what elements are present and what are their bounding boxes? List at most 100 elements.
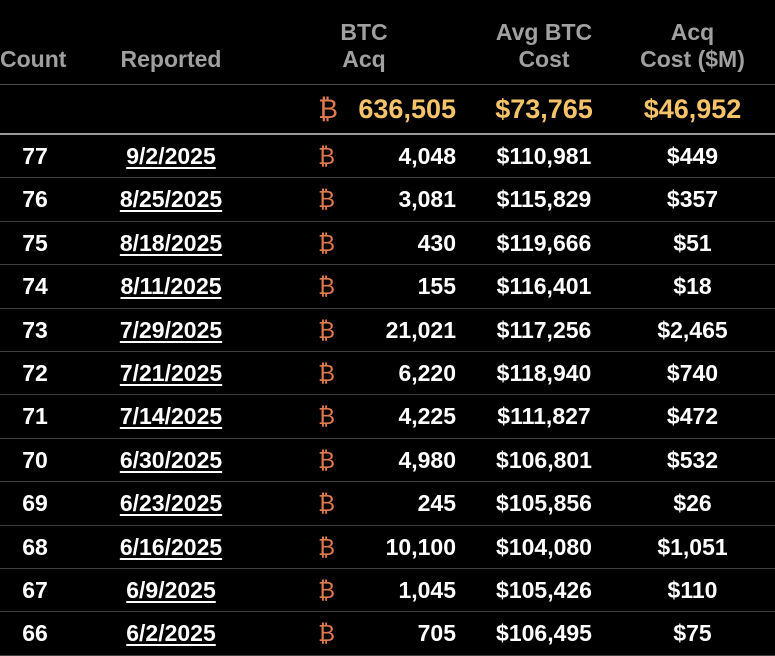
- bitcoin-icon: ₿: [318, 359, 336, 386]
- bitcoin-icon: ₿: [318, 620, 336, 647]
- reported-date-link[interactable]: 6/16/2025: [119, 533, 223, 560]
- bitcoin-icon: ₿: [318, 229, 336, 256]
- header-reported[interactable]: Reported: [120, 46, 222, 72]
- row-avg-cost: $116,401: [496, 273, 592, 300]
- row-btc-acq: 3,081: [398, 186, 456, 213]
- reported-date-link[interactable]: 6/23/2025: [119, 490, 223, 517]
- row-avg-cost: $106,495: [496, 620, 592, 647]
- row-btc-acq: 10,100: [385, 533, 456, 560]
- header-count[interactable]: Count: [0, 46, 67, 72]
- row-acq-cost: $18: [673, 273, 712, 300]
- header-avg-cost[interactable]: Avg BTC Cost: [478, 19, 610, 73]
- total-acq-cost: $46,952: [643, 94, 742, 124]
- bitcoin-icon: ₿: [318, 316, 336, 343]
- row-acq-cost: $740: [666, 359, 719, 386]
- reported-date-link[interactable]: 8/11/2025: [120, 273, 222, 300]
- table-row: 70 6/30/2025 ₿ 4,980 $106,801 $532: [0, 439, 775, 483]
- header-btc-acq-line1: BTC: [340, 19, 388, 45]
- reported-date-link[interactable]: 7/29/2025: [119, 316, 223, 343]
- row-btc-acq: 4,225: [398, 403, 456, 430]
- header-acq-cost[interactable]: Acq Cost ($M): [615, 19, 770, 73]
- table-row: 67 6/9/2025 ₿ 1,045 $105,426 $110: [0, 569, 775, 613]
- total-btc-acq: 636,505: [358, 94, 456, 124]
- bitcoin-icon: ₿: [318, 446, 336, 473]
- totals-row: ₿ 636,505 $73,765 $46,952: [0, 85, 775, 135]
- total-avg-cost: $73,765: [495, 94, 593, 124]
- reported-date-link[interactable]: 6/9/2025: [126, 576, 216, 603]
- header-btc-acq[interactable]: BTC Acq: [315, 19, 413, 73]
- reported-date-link[interactable]: 7/21/2025: [119, 359, 223, 386]
- row-acq-cost: $472: [666, 403, 719, 430]
- row-acq-cost: $357: [666, 186, 719, 213]
- table-row: 68 6/16/2025 ₿ 10,100 $104,080 $1,051: [0, 526, 775, 569]
- row-acq-cost: $449: [666, 143, 719, 169]
- table-row: 71 7/14/2025 ₿ 4,225 $111,827 $472: [0, 395, 775, 439]
- row-btc-acq: 21,021: [385, 316, 456, 343]
- row-btc-acq: 6,220: [398, 359, 456, 386]
- row-count: 77: [22, 143, 48, 169]
- reported-date-link[interactable]: 7/14/2025: [119, 403, 223, 430]
- row-avg-cost: $105,856: [496, 490, 592, 517]
- row-btc-acq: 245: [417, 490, 456, 517]
- row-avg-cost: $106,801: [496, 446, 592, 473]
- header-acq-cost-line2: Cost ($M): [640, 46, 745, 72]
- row-count: 73: [22, 316, 48, 343]
- row-count: 69: [22, 490, 48, 517]
- reported-date-link[interactable]: 8/18/2025: [119, 229, 223, 256]
- row-count: 68: [22, 533, 48, 560]
- bitcoin-icon: ₿: [318, 403, 336, 430]
- bitcoin-icon: ₿: [318, 576, 336, 603]
- reported-date-link[interactable]: 8/25/2025: [119, 186, 223, 213]
- row-acq-cost: $1,051: [657, 533, 728, 560]
- table-body: 77 9/2/2025 ₿ 4,048 $110,981 $449 76 8/25/2025 ₿…: [0, 135, 775, 656]
- table-header: Count Reported BTC Acq Avg BTC Cost Acq …: [0, 0, 775, 85]
- row-btc-acq: 430: [417, 229, 456, 256]
- table-row: 69 6/23/2025 ₿ 245 $105,856 $26: [0, 482, 775, 526]
- row-count: 71: [22, 403, 48, 430]
- row-avg-cost: $111,827: [497, 403, 591, 430]
- bitcoin-icon: ₿: [318, 273, 336, 300]
- bitcoin-icon: ₿: [318, 94, 338, 124]
- table-row: 73 7/29/2025 ₿ 21,021 $117,256 $2,465: [0, 309, 775, 352]
- row-count: 66: [22, 620, 48, 647]
- row-acq-cost: $2,465: [657, 316, 728, 343]
- row-acq-cost: $51: [673, 229, 712, 256]
- row-acq-cost: $110: [667, 576, 718, 603]
- row-count: 75: [22, 229, 48, 256]
- row-avg-cost: $117,256: [496, 316, 592, 343]
- row-avg-cost: $110,981: [496, 143, 592, 169]
- row-acq-cost: $26: [673, 490, 712, 517]
- reported-date-link[interactable]: 6/2/2025: [126, 620, 216, 647]
- table-row: 76 8/25/2025 ₿ 3,081 $115,829 $357: [0, 178, 775, 222]
- row-count: 76: [22, 186, 48, 213]
- row-count: 74: [22, 273, 48, 300]
- reported-date-link[interactable]: 9/2/2025: [126, 143, 216, 169]
- bitcoin-icon: ₿: [318, 533, 336, 560]
- row-avg-cost: $118,940: [496, 359, 592, 386]
- header-acq-cost-line1: Acq: [670, 19, 715, 45]
- row-count: 67: [22, 576, 48, 603]
- row-avg-cost: $104,080: [496, 533, 592, 560]
- row-avg-cost: $105,426: [496, 576, 592, 603]
- row-acq-cost: $532: [666, 446, 719, 473]
- row-acq-cost: $75: [673, 620, 712, 647]
- table-row: 66 6/2/2025 ₿ 705 $106,495 $75: [0, 612, 775, 656]
- table-row: 74 8/11/2025 ₿ 155 $116,401 $18: [0, 265, 775, 309]
- table-row: 75 8/18/2025 ₿ 430 $119,666 $51: [0, 222, 775, 266]
- row-btc-acq: 155: [417, 273, 456, 300]
- row-btc-acq: 1,045: [398, 576, 456, 603]
- bitcoin-icon: ₿: [318, 186, 336, 213]
- row-btc-acq: 4,980: [398, 446, 456, 473]
- table-row: 72 7/21/2025 ₿ 6,220 $118,940 $740: [0, 352, 775, 396]
- reported-date-link[interactable]: 6/30/2025: [119, 446, 223, 473]
- header-avg-cost-line2: Cost: [518, 46, 570, 72]
- row-count: 72: [22, 359, 48, 386]
- row-btc-acq: 4,048: [398, 143, 456, 169]
- header-btc-acq-line2: Acq: [342, 46, 386, 72]
- bitcoin-icon: ₿: [318, 490, 336, 517]
- table-row: 77 9/2/2025 ₿ 4,048 $110,981 $449: [0, 135, 775, 179]
- row-avg-cost: $119,666: [496, 229, 592, 256]
- row-avg-cost: $115,829: [496, 186, 592, 213]
- bitcoin-icon: ₿: [318, 143, 336, 169]
